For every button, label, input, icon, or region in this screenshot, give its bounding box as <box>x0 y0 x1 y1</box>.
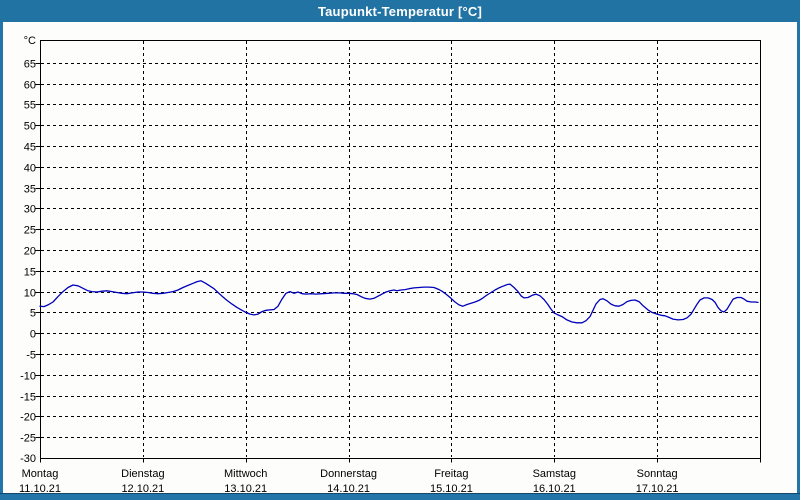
x-date-label: 16.10.21 <box>533 483 576 495</box>
title-bar: Taupunkt-Temperatur [°C] <box>0 0 800 22</box>
plot-frame <box>40 40 761 459</box>
y-tick-label: -20 <box>20 412 36 424</box>
y-tick-label: 0 <box>30 329 36 341</box>
x-date-label: 14.10.21 <box>327 483 370 495</box>
x-date-label: 17.10.21 <box>636 483 679 495</box>
y-tick-label: -25 <box>20 433 36 445</box>
x-day-label: Freitag <box>434 468 468 480</box>
y-tick-label: -5 <box>26 350 36 362</box>
window-border-left <box>0 22 3 500</box>
y-tick-label: 35 <box>24 184 36 196</box>
y-tick-label: -30 <box>20 453 36 465</box>
y-tick-label: 55 <box>24 100 36 112</box>
x-day-label: Sonntag <box>637 468 678 480</box>
window-border-bottom-edge <box>0 493 800 494</box>
x-date-label: 15.10.21 <box>430 483 473 495</box>
y-tick-label: -15 <box>20 392 36 404</box>
y-tick-label: 5 <box>30 308 36 320</box>
y-axis-unit-label: °C <box>24 35 36 47</box>
y-tick-label: 10 <box>24 288 36 300</box>
y-tick-label: 25 <box>24 225 36 237</box>
x-date-label: 11.10.21 <box>19 483 61 495</box>
x-day-label: Dienstag <box>121 468 164 480</box>
x-day-label: Donnerstag <box>320 468 377 480</box>
y-tick-label: -10 <box>20 371 36 383</box>
y-tick-label: 40 <box>24 163 36 175</box>
y-tick-label: 50 <box>24 121 36 133</box>
chart-title: Taupunkt-Temperatur [°C] <box>317 3 483 19</box>
y-tick-label: 60 <box>24 80 36 92</box>
x-day-label: Montag <box>22 468 59 480</box>
y-tick-label: 30 <box>24 204 36 216</box>
x-day-label: Samstag <box>533 468 576 480</box>
x-day-label: Mittwoch <box>224 468 267 480</box>
dewpoint-line <box>39 280 759 324</box>
x-date-label: 13.10.21 <box>224 483 267 495</box>
window-border-right <box>797 22 800 500</box>
window-border-bottom <box>0 494 800 500</box>
y-tick-label: 45 <box>24 142 36 154</box>
y-tick-label: 15 <box>24 267 36 279</box>
x-date-label: 12.10.21 <box>121 483 164 495</box>
y-tick-label: 65 <box>24 59 36 71</box>
y-tick-label: 20 <box>24 246 36 258</box>
